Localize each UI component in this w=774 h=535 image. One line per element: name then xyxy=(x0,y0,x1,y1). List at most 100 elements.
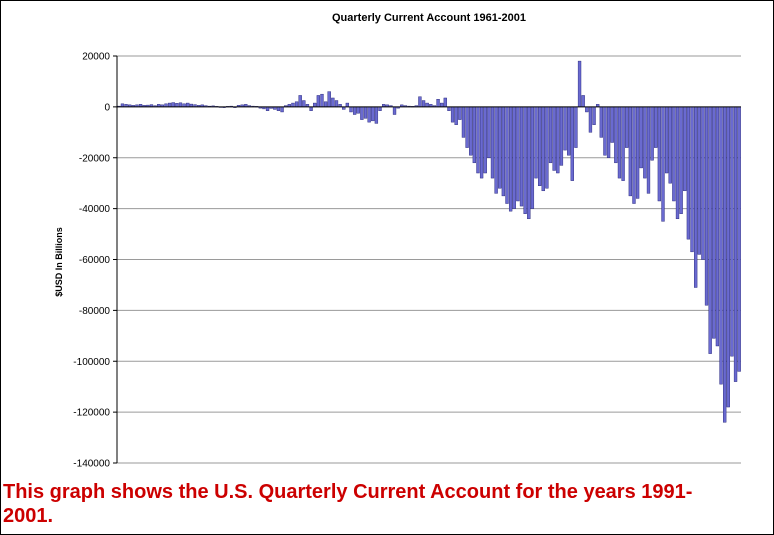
bar xyxy=(606,106,611,158)
bar xyxy=(171,102,175,108)
bar xyxy=(737,106,741,372)
bar xyxy=(548,106,553,164)
bar xyxy=(447,106,451,111)
bar xyxy=(472,106,476,164)
bar xyxy=(291,102,295,108)
bar xyxy=(650,106,654,161)
bar xyxy=(639,106,643,169)
bar xyxy=(476,106,480,174)
bar xyxy=(302,100,306,108)
bar xyxy=(309,106,313,111)
bar xyxy=(440,102,444,108)
bar xyxy=(541,106,545,192)
bar xyxy=(352,106,357,115)
bar xyxy=(345,102,350,108)
bar xyxy=(331,97,335,108)
bar xyxy=(552,106,556,171)
bar xyxy=(603,106,607,156)
bar xyxy=(632,106,636,204)
bar xyxy=(512,106,516,209)
bar xyxy=(690,106,694,253)
bar xyxy=(505,106,509,204)
bar xyxy=(367,106,371,123)
bar xyxy=(465,106,469,148)
bar xyxy=(527,106,531,220)
bar xyxy=(679,106,683,214)
bar xyxy=(610,106,614,143)
bar xyxy=(501,106,506,197)
bar xyxy=(559,106,564,166)
bar xyxy=(625,106,629,148)
bar xyxy=(614,106,618,164)
bar xyxy=(672,106,676,202)
bar xyxy=(508,106,513,212)
bar xyxy=(458,106,462,120)
bar xyxy=(523,106,527,214)
bar xyxy=(643,106,647,179)
bar xyxy=(726,106,730,408)
bar xyxy=(654,106,658,148)
bar xyxy=(585,106,589,113)
y-tick-label: -40000 xyxy=(79,204,111,215)
bar xyxy=(276,106,281,111)
bar xyxy=(581,95,585,108)
bar xyxy=(334,100,339,108)
bar xyxy=(530,106,535,209)
bar xyxy=(534,106,538,179)
bar xyxy=(567,106,571,156)
bar xyxy=(360,106,364,120)
bar xyxy=(683,106,687,192)
bar xyxy=(178,102,183,108)
bar xyxy=(715,106,720,347)
bars xyxy=(117,60,741,423)
bar xyxy=(661,106,665,222)
y-tick-label: -60000 xyxy=(79,255,111,266)
bar xyxy=(461,106,466,138)
bar xyxy=(175,103,179,108)
caption-text: This graph shows the U.S. Quarterly Curr… xyxy=(3,481,693,527)
y-tick-label: -100000 xyxy=(73,357,110,368)
bar xyxy=(516,106,520,202)
bar xyxy=(712,106,716,339)
bar xyxy=(628,106,633,197)
bar xyxy=(664,106,669,174)
bar xyxy=(320,93,324,108)
bar xyxy=(708,106,712,354)
bar xyxy=(494,106,498,194)
bar xyxy=(730,106,734,357)
bar xyxy=(556,106,560,174)
bar xyxy=(450,106,455,123)
bar xyxy=(657,106,662,202)
bar xyxy=(733,106,738,382)
bar xyxy=(635,106,640,199)
y-tick-label: -140000 xyxy=(73,459,110,470)
y-tick-label: 0 xyxy=(104,102,110,113)
bar xyxy=(378,106,382,111)
bar xyxy=(701,106,705,260)
bar xyxy=(327,91,331,108)
bar xyxy=(668,106,672,184)
bar xyxy=(479,106,484,179)
bar xyxy=(487,106,491,158)
bar xyxy=(592,106,596,125)
bar xyxy=(704,106,709,306)
bar xyxy=(436,99,440,108)
bar xyxy=(519,106,524,207)
bar xyxy=(621,106,625,181)
bar xyxy=(316,95,320,108)
y-tick-labels: 20000 0 -20000 -40000 -60000 -80000 -100000 -12… xyxy=(73,52,117,470)
bar xyxy=(363,106,368,119)
bar xyxy=(697,106,701,255)
bar xyxy=(186,102,190,108)
bar xyxy=(646,106,651,194)
bar xyxy=(577,60,582,108)
bar xyxy=(545,106,549,189)
y-tick-label: -80000 xyxy=(79,306,111,317)
bar xyxy=(570,106,574,181)
bar xyxy=(298,95,302,108)
bar xyxy=(418,96,422,108)
bar xyxy=(294,101,299,108)
bar xyxy=(723,106,727,423)
y-axis-label: $USD In Billions xyxy=(54,227,64,297)
bar xyxy=(617,106,622,179)
